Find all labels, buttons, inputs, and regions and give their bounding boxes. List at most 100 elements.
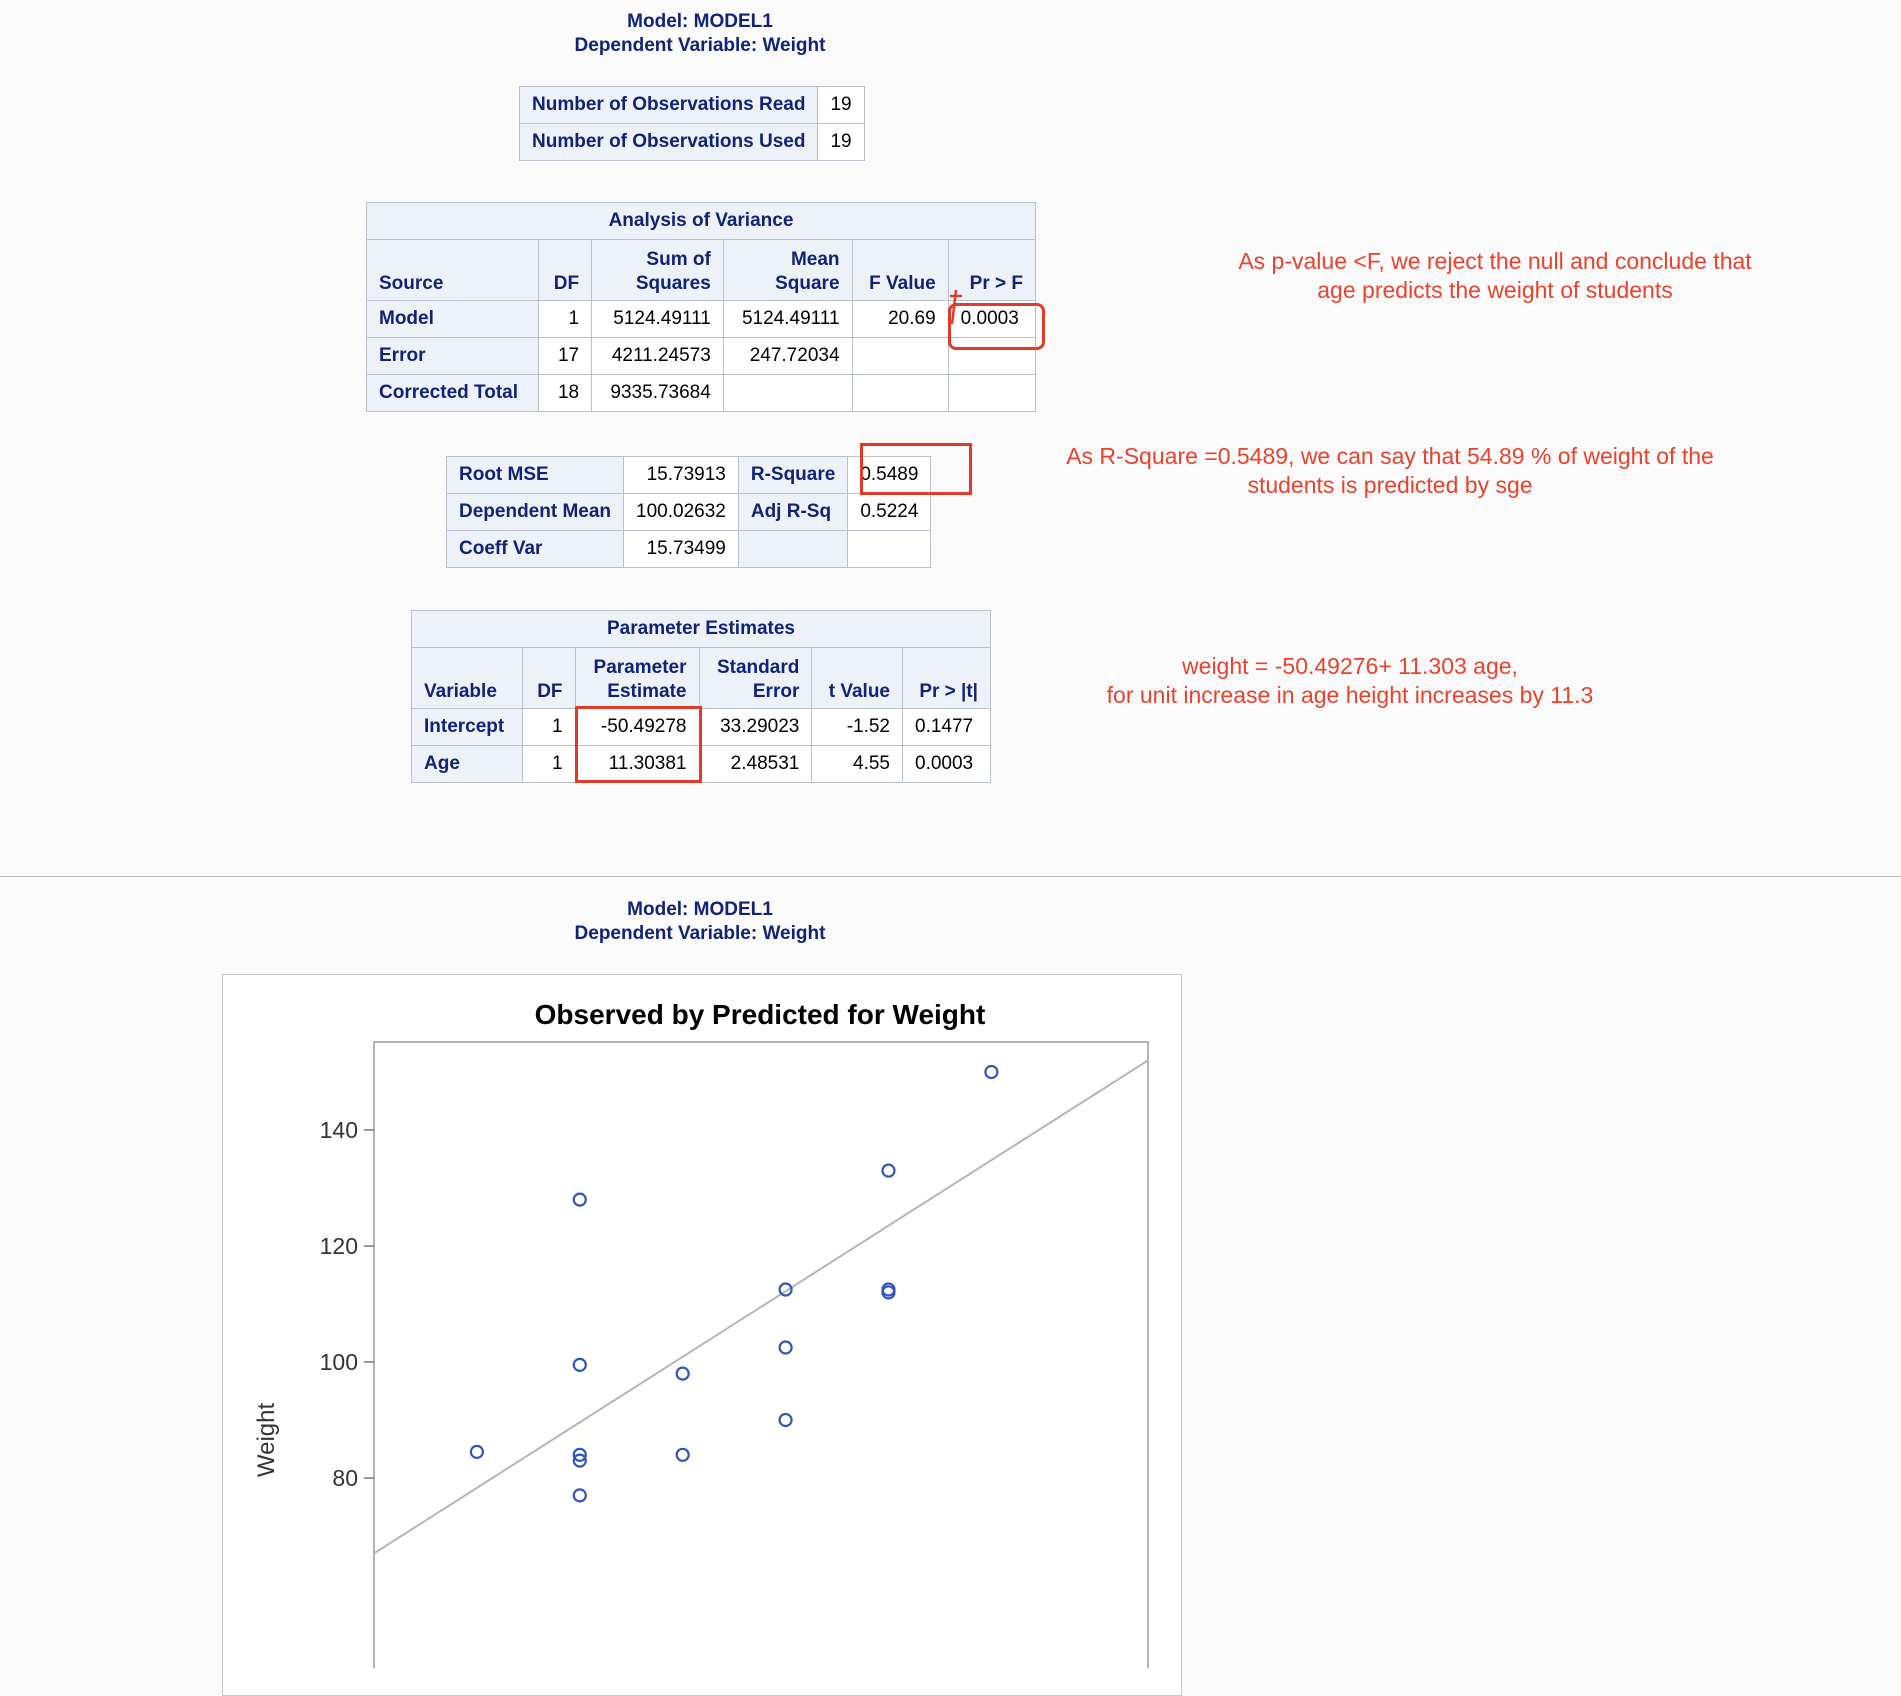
rsq-note-line1: As R-Square =0.5489, we can say that 54.… xyxy=(1066,443,1714,469)
table-row: Corrected Total 18 9335.73684 xyxy=(365,374,1037,412)
cell-std-error: 2.48531 xyxy=(698,745,813,783)
params-caption: Parameter Estimates xyxy=(411,610,991,648)
equation-note-line1: weight = -50.49276+ 11.303 age, xyxy=(1182,653,1518,679)
data-point xyxy=(572,1192,587,1207)
cell-df: 1 xyxy=(521,745,576,783)
equation-annotation: weight = -50.49276+ 11.303 age, for unit… xyxy=(1050,652,1650,710)
data-point xyxy=(572,1447,587,1462)
obs-used-value: 19 xyxy=(817,123,865,161)
col-sum-squares: Sum of Squares xyxy=(591,239,724,301)
cell-ms xyxy=(722,374,853,412)
pvalue-note-line2: age predicts the weight of students xyxy=(1317,277,1673,303)
row-source: Model xyxy=(365,300,540,338)
cell-df: 17 xyxy=(538,337,593,375)
obs-read-label: Number of Observations Read xyxy=(518,86,819,124)
root-mse-label: Root MSE xyxy=(445,456,625,494)
obs-used-label: Number of Observations Used xyxy=(518,123,819,161)
data-point xyxy=(675,1366,690,1381)
cell-estimate: 11.30381 xyxy=(574,745,700,783)
cell-ss: 5124.49111 xyxy=(591,300,724,338)
adj-rsq-label: Adj R-Sq xyxy=(737,493,849,531)
rsq-annotation: As R-Square =0.5489, we can say that 54.… xyxy=(1020,442,1760,500)
y-tick-label: 80 xyxy=(332,1465,358,1491)
parameter-estimates-table: Parameter Estimates Variable DF Paramete… xyxy=(411,610,991,783)
observed-by-predicted-chart: Observed by Predicted for Weight 80 100 12… xyxy=(253,999,1149,1668)
y-tick-label: 100 xyxy=(320,1349,358,1375)
data-point xyxy=(778,1412,793,1428)
anova-table: Analysis of Variance Source DF Sum of Squ… xyxy=(365,202,1037,412)
col-f-value: F Value xyxy=(851,239,949,301)
model-name: Model: MODEL1 xyxy=(627,11,773,32)
table-row: Model 1 5124.49111 5124.49111 20.69 0.00… xyxy=(365,300,1037,338)
y-tick-label: 140 xyxy=(320,1117,358,1143)
dependent-variable: Dependent Variable: Weight xyxy=(574,923,826,944)
cell-f xyxy=(851,374,949,412)
reference-line xyxy=(373,1059,1149,1555)
observations-table: Number of Observations Read 19 Number of… xyxy=(518,86,865,161)
coeff-var-value: 15.73499 xyxy=(623,530,739,568)
row-variable: Age xyxy=(411,745,523,783)
col-df: DF xyxy=(538,239,593,301)
fit-statistics-table: Root MSE 15.73913 R-Square 0.5489 Depend… xyxy=(445,456,932,568)
model-header-2: Model: MODEL1 Dependent Variable: Weight xyxy=(0,898,1400,946)
dependent-variable: Dependent Variable: Weight xyxy=(574,35,826,56)
root-mse-value: 15.73913 xyxy=(623,456,739,494)
table-row: Coeff Var 15.73499 xyxy=(445,530,932,568)
data-point xyxy=(572,1488,587,1503)
pvalue-note-line1: As p-value <F, we reject the null and co… xyxy=(1238,248,1752,274)
pvalue-tick-mark xyxy=(950,289,962,325)
cell-t: 4.55 xyxy=(811,745,903,783)
table-row: Number of Observations Read 19 xyxy=(518,86,865,124)
col-variable: Variable xyxy=(411,647,523,709)
row-source: Corrected Total xyxy=(365,374,540,412)
table-row: Error 17 4211.24573 247.72034 xyxy=(365,337,1037,375)
rsq-highlight xyxy=(860,443,972,495)
cell-p: 0.0003 xyxy=(902,745,991,783)
data-point xyxy=(881,1285,896,1300)
cell-ss: 9335.73684 xyxy=(591,374,724,412)
table-row: Parameter Estimates xyxy=(411,610,991,648)
cell-p: 0.1477 xyxy=(902,708,991,746)
y-tick-label: 120 xyxy=(320,1233,358,1259)
anova-caption: Analysis of Variance xyxy=(366,202,1036,240)
data-point xyxy=(469,1444,484,1459)
data-point xyxy=(984,1064,999,1080)
table-row: Analysis of Variance xyxy=(366,202,1036,240)
equation-note-line2: for unit increase in age height increase… xyxy=(1106,682,1594,708)
data-point xyxy=(572,1357,587,1372)
cell-ss: 4211.24573 xyxy=(591,337,724,375)
table-row: Variable DF Parameter Estimate Standard Er… xyxy=(411,647,991,709)
col-df: DF xyxy=(521,647,576,709)
dep-mean-label: Dependent Mean xyxy=(445,493,625,531)
col-t-value: t Value xyxy=(811,647,903,709)
empty-cell xyxy=(737,530,849,568)
col-pr-t: Pr > |t| xyxy=(902,647,991,709)
cell-t: -1.52 xyxy=(811,708,903,746)
pvalue-highlight xyxy=(948,303,1045,350)
table-row: Root MSE 15.73913 R-Square 0.5489 xyxy=(445,456,932,494)
obs-read-value: 19 xyxy=(817,86,865,124)
chart-title: Observed by Predicted for Weight xyxy=(535,999,986,1030)
cell-df: 1 xyxy=(538,300,593,338)
table-row: Dependent Mean 100.02632 Adj R-Sq 0.5224 xyxy=(445,493,932,531)
col-std-error: Standard Error xyxy=(698,647,813,709)
estimate-highlight xyxy=(575,706,702,783)
data-point xyxy=(778,1282,793,1297)
cell-ms: 247.72034 xyxy=(722,337,853,375)
coeff-var-label: Coeff Var xyxy=(445,530,625,568)
plot-area xyxy=(373,1041,1149,1668)
section-divider xyxy=(0,876,1901,877)
table-row: Age 1 11.30381 2.48531 4.55 0.0003 xyxy=(411,745,991,783)
cell-std-error: 33.29023 xyxy=(698,708,813,746)
data-point xyxy=(675,1447,690,1462)
col-param-estimate: Parameter Estimate xyxy=(574,647,700,709)
cell-df: 1 xyxy=(521,708,576,746)
cell-df: 18 xyxy=(538,374,593,412)
row-variable: Intercept xyxy=(411,708,523,746)
data-point xyxy=(881,1163,896,1178)
data-point xyxy=(572,1453,587,1468)
col-pr-f: Pr > F xyxy=(947,239,1037,301)
cell-ms: 5124.49111 xyxy=(722,300,853,338)
cell-p xyxy=(947,374,1037,412)
y-axis-label: Weight xyxy=(253,1403,280,1478)
